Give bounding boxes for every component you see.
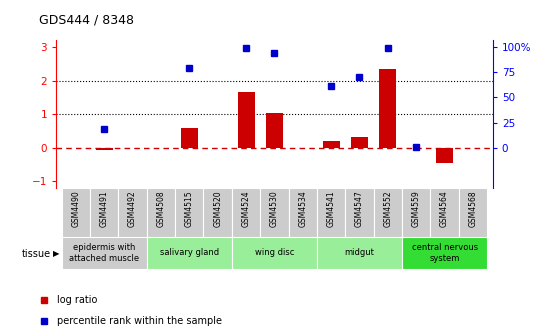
FancyBboxPatch shape: [90, 188, 118, 237]
Text: GSM4564: GSM4564: [440, 191, 449, 227]
Text: midgut: midgut: [344, 248, 375, 257]
Text: percentile rank within the sample: percentile rank within the sample: [57, 316, 222, 326]
Text: GDS444 / 8348: GDS444 / 8348: [39, 14, 134, 27]
FancyBboxPatch shape: [62, 237, 147, 269]
FancyBboxPatch shape: [374, 188, 402, 237]
FancyBboxPatch shape: [402, 237, 487, 269]
Text: salivary gland: salivary gland: [160, 248, 219, 257]
Text: log ratio: log ratio: [57, 295, 97, 305]
Text: GSM4515: GSM4515: [185, 191, 194, 227]
FancyBboxPatch shape: [346, 188, 374, 237]
Text: GSM4508: GSM4508: [156, 191, 165, 227]
FancyBboxPatch shape: [317, 188, 346, 237]
Text: tissue: tissue: [21, 249, 50, 259]
FancyBboxPatch shape: [431, 188, 459, 237]
FancyBboxPatch shape: [260, 188, 288, 237]
FancyBboxPatch shape: [175, 188, 203, 237]
Text: GSM4520: GSM4520: [213, 191, 222, 227]
Text: GSM4552: GSM4552: [384, 191, 393, 227]
Text: GSM4524: GSM4524: [241, 191, 250, 227]
Text: ▶: ▶: [53, 249, 60, 258]
Bar: [96, 148, 113, 150]
Text: GSM4568: GSM4568: [469, 191, 478, 227]
FancyBboxPatch shape: [232, 188, 260, 237]
Bar: [181, 128, 198, 148]
FancyBboxPatch shape: [402, 188, 431, 237]
Text: GSM4492: GSM4492: [128, 191, 137, 227]
FancyBboxPatch shape: [203, 188, 232, 237]
Text: GSM4541: GSM4541: [326, 191, 335, 227]
Bar: [379, 69, 396, 148]
Text: GSM4530: GSM4530: [270, 191, 279, 227]
Bar: [237, 92, 255, 148]
Bar: [266, 113, 283, 148]
FancyBboxPatch shape: [118, 188, 147, 237]
Text: epidermis with
attached muscle: epidermis with attached muscle: [69, 243, 139, 262]
Text: wing disc: wing disc: [255, 248, 294, 257]
FancyBboxPatch shape: [232, 237, 317, 269]
Text: GSM4490: GSM4490: [71, 191, 80, 227]
Bar: [351, 137, 368, 148]
FancyBboxPatch shape: [62, 188, 90, 237]
FancyBboxPatch shape: [147, 237, 232, 269]
Text: central nervous
system: central nervous system: [412, 243, 478, 262]
Text: GSM4534: GSM4534: [298, 191, 307, 227]
Text: GSM4491: GSM4491: [100, 191, 109, 227]
Bar: [323, 141, 339, 148]
FancyBboxPatch shape: [459, 188, 487, 237]
Text: GSM4547: GSM4547: [355, 191, 364, 227]
FancyBboxPatch shape: [147, 188, 175, 237]
FancyBboxPatch shape: [317, 237, 402, 269]
Bar: [436, 148, 453, 163]
Text: GSM4559: GSM4559: [412, 191, 421, 227]
FancyBboxPatch shape: [288, 188, 317, 237]
